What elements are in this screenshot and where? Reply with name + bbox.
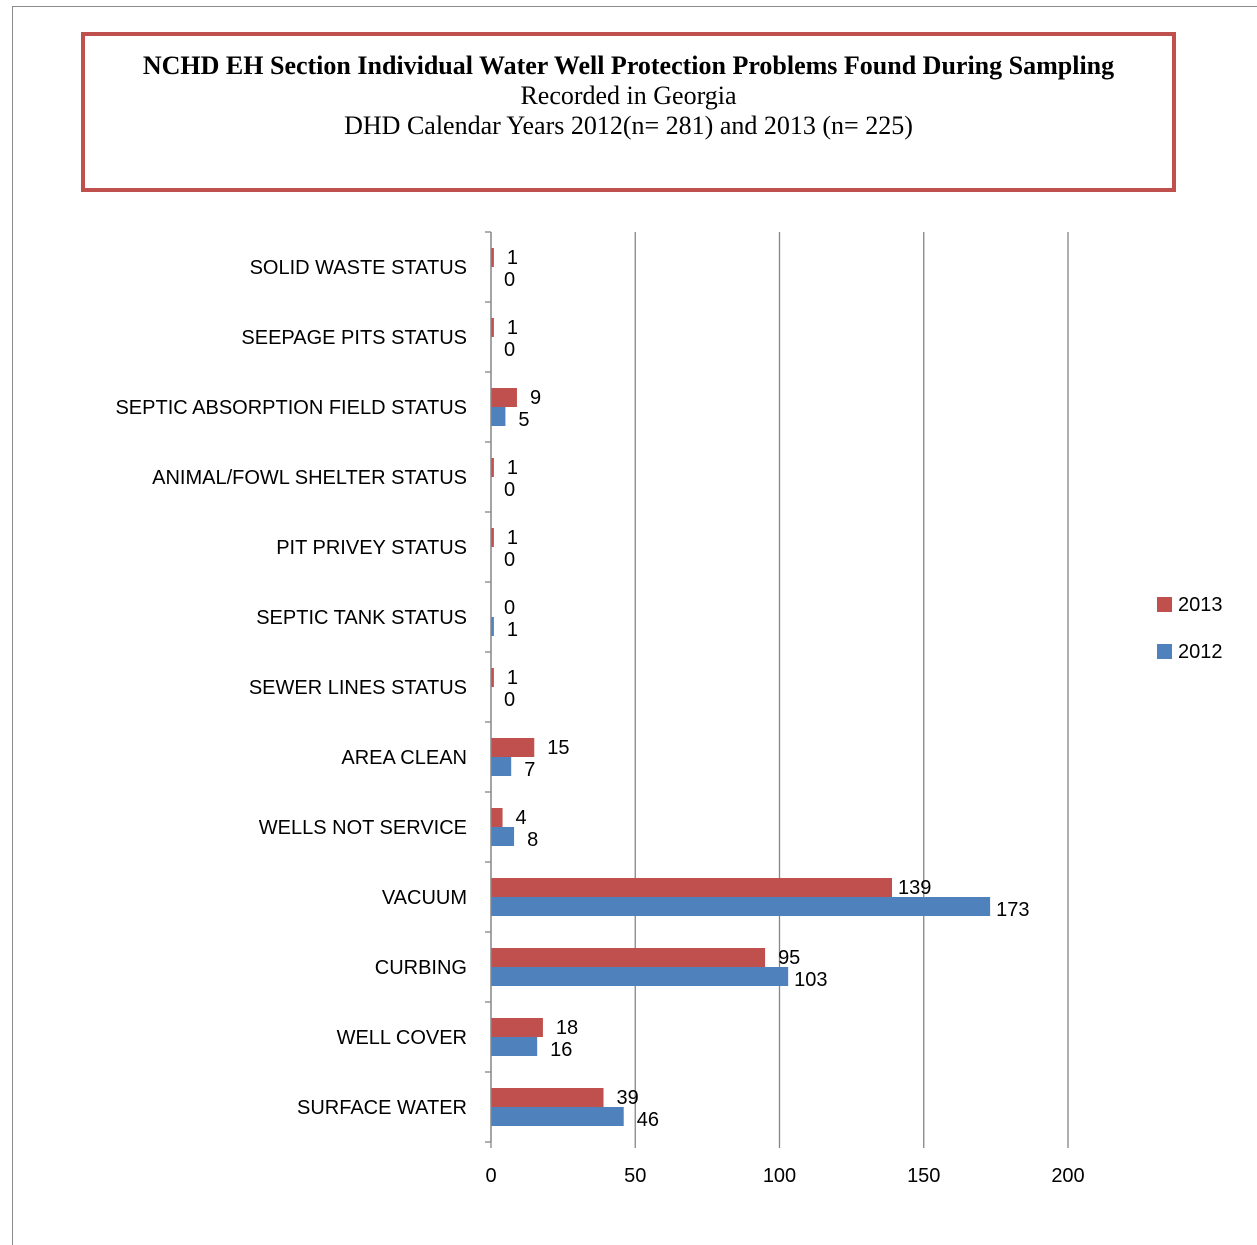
axes [485, 231, 1069, 1148]
data-label-2013-curbing: 95 [778, 947, 800, 969]
data-label-2013-pit-privey-status: 1 [507, 527, 518, 549]
bar-2012-wells-not-service [491, 827, 515, 846]
x-tick-label-50: 50 [624, 1165, 646, 1187]
data-label-2013-solid-waste-status: 1 [507, 247, 518, 269]
bar-2013-sewer-lines-status [491, 668, 494, 687]
bar-2013-septic-absorption-field-status [491, 388, 517, 407]
data-label-2012-pit-privey-status: 0 [504, 549, 515, 571]
data-label-2013-animal-fowl-shelter-status: 1 [507, 457, 518, 479]
category-label-septic-tank-status: SEPTIC TANK STATUS [256, 607, 467, 629]
category-label-animal-fowl-shelter-status: ANIMAL/FOWL SHELTER STATUS [152, 467, 467, 489]
bar-2012-well-cover [491, 1037, 538, 1056]
category-label-well-cover: WELL COVER [337, 1027, 467, 1049]
data-label-2012-solid-waste-status: 0 [504, 269, 515, 291]
x-tick-label-100: 100 [763, 1165, 796, 1187]
bar-2013-solid-waste-status [491, 248, 494, 267]
bar-2013-wells-not-service [491, 808, 503, 827]
bars [491, 248, 991, 1126]
chart-frame [12, 6, 1257, 1245]
bar-2013-well-cover [491, 1018, 543, 1037]
legend-swatch-2012 [1157, 644, 1172, 659]
data-label-2012-well-cover: 16 [550, 1039, 572, 1061]
data-label-2012-curbing: 103 [794, 969, 827, 991]
data-label-2012-vacuum: 173 [996, 899, 1029, 921]
chart-subtitle-line-1: Recorded in Georgia [520, 81, 737, 110]
data-label-2013-area-clean: 15 [547, 737, 569, 759]
category-label-solid-waste-status: SOLID WASTE STATUS [250, 257, 467, 279]
bar-2012-septic-absorption-field-status [491, 407, 506, 426]
legend-label-2012: 2012 [1178, 641, 1223, 663]
legend-swatch-2013 [1157, 597, 1172, 612]
bar-2013-seepage-pits-status [491, 318, 494, 337]
legend: 2013 2012 [1157, 594, 1223, 663]
x-tick-label-150: 150 [907, 1165, 940, 1187]
bar-2012-septic-tank-status [491, 617, 494, 636]
category-label-area-clean: AREA CLEAN [341, 747, 467, 769]
category-label-seepage-pits-status: SEEPAGE PITS STATUS [241, 327, 467, 349]
data-label-2013-vacuum: 139 [898, 877, 931, 899]
data-label-2012-sewer-lines-status: 0 [504, 689, 515, 711]
bar-2013-animal-fowl-shelter-status [491, 458, 494, 477]
bar-2012-surface-water [491, 1107, 624, 1126]
bar-2013-pit-privey-status [491, 528, 494, 547]
category-label-surface-water: SURFACE WATER [297, 1097, 467, 1119]
legend-label-2013: 2013 [1178, 594, 1223, 616]
category-label-curbing: CURBING [375, 957, 467, 979]
data-label-2013-wells-not-service: 4 [516, 807, 527, 829]
category-label-sewer-lines-status: SEWER LINES STATUS [249, 677, 467, 699]
x-tick-label-0: 0 [485, 1165, 496, 1187]
data-label-2012-septic-absorption-field-status: 5 [518, 409, 529, 431]
chart-subtitle-line-2: DHD Calendar Years 2012(n= 281) and 2013… [344, 111, 913, 140]
data-label-2012-wells-not-service: 8 [527, 829, 538, 851]
gridlines [634, 232, 1069, 1142]
chart-title: NCHD EH Section Individual Water Well Pr… [142, 51, 1115, 80]
data-label-2013-seepage-pits-status: 1 [507, 317, 518, 339]
data-label-2012-septic-tank-status: 1 [507, 619, 518, 641]
bar-2012-curbing [491, 967, 789, 986]
category-label-septic-absorption-field-status: SEPTIC ABSORPTION FIELD STATUS [115, 397, 467, 419]
bar-2013-vacuum [491, 878, 893, 897]
bar-2013-area-clean [491, 738, 535, 757]
data-label-2013-septic-tank-status: 0 [504, 597, 515, 619]
bar-2013-surface-water [491, 1088, 604, 1107]
category-label-wells-not-service: WELLS NOT SERVICE [259, 817, 467, 839]
bar-2012-vacuum [491, 897, 991, 916]
data-label-2012-surface-water: 46 [637, 1109, 659, 1131]
data-label-2013-well-cover: 18 [556, 1017, 578, 1039]
data-label-2013-sewer-lines-status: 1 [507, 667, 518, 689]
category-label-vacuum: VACUUM [382, 887, 467, 909]
data-label-2012-seepage-pits-status: 0 [504, 339, 515, 361]
x-tick-label-200: 200 [1051, 1165, 1084, 1187]
data-label-2012-animal-fowl-shelter-status: 0 [504, 479, 515, 501]
bar-2012-area-clean [491, 757, 512, 776]
data-label-2013-surface-water: 39 [617, 1087, 639, 1109]
bar-2013-curbing [491, 948, 766, 967]
data-label-2013-septic-absorption-field-status: 9 [530, 387, 541, 409]
data-label-2012-area-clean: 7 [524, 759, 535, 781]
category-label-pit-privey-status: PIT PRIVEY STATUS [276, 537, 467, 559]
chart-title-box: NCHD EH Section Individual Water Well Pr… [81, 32, 1176, 192]
